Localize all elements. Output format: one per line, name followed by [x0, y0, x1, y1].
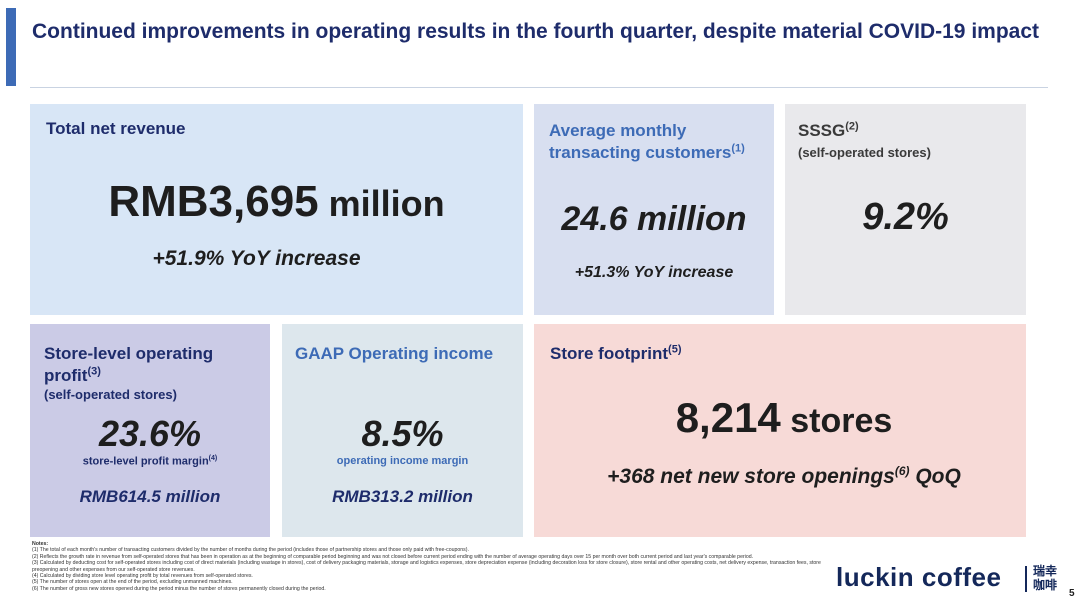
store-footprint-openings-qoq: QoQ: [909, 465, 961, 488]
footnote-4: (4) Calculated by dividing store level o…: [32, 573, 253, 580]
footnote-1: (1) The total of each month's number of …: [32, 547, 469, 554]
total-net-revenue-unit: million: [318, 183, 445, 224]
store-profit-margin-value: 23.6%: [98, 413, 202, 454]
store-footprint-openings: +368 net new store openings(6) QoQ: [534, 465, 1034, 489]
store-footprint-label-text: Store footprint: [550, 344, 669, 363]
footnote-5: (5) The number of stores open at the end…: [32, 579, 233, 586]
store-profit-label-ref: (3): [87, 365, 101, 378]
card-monthly-transacting-customers: Average monthly transacting customers(1)…: [534, 104, 774, 315]
card-store-footprint: Store footprint(5) 8,214 stores +368 net…: [534, 324, 1026, 537]
footnotes-heading: Notes:: [32, 541, 49, 547]
logo-chinese-line-2: 咖啡: [1033, 578, 1058, 592]
title-divider: [30, 87, 1048, 88]
monthly-customers-value: 24.6 million: [561, 200, 747, 238]
sssg-label-text: SSSG: [798, 121, 846, 140]
luckin-coffee-logo: luckin coffee: [836, 562, 1002, 592]
title-accent-bar: [6, 8, 16, 86]
footnote-3: (3) Calculated by deducting cost for sel…: [32, 560, 821, 573]
gaap-margin-value: 8.5%: [361, 413, 444, 454]
store-profit-caption-ref: (4): [208, 455, 218, 462]
store-profit-amount: RMB614.5 million: [79, 487, 221, 506]
monthly-customers-label-ref: (1): [731, 142, 745, 155]
logo-separator: [1025, 566, 1027, 592]
monthly-customers-label: Average monthly transacting customers(1): [549, 120, 769, 164]
card-store-level-operating-profit: Store-level operating profit(3) (self-op…: [30, 324, 270, 537]
store-profit-caption: store-level profit margin(4): [30, 455, 270, 468]
page-title: Continued improvements in operating resu…: [32, 20, 1040, 43]
footnotes: Notes: (1) The total of each month's num…: [32, 541, 832, 592]
total-net-revenue-yoy: +51.9% YoY increase: [152, 247, 361, 270]
store-footprint-value: 8,214 stores: [534, 397, 1034, 439]
total-net-revenue-amount: RMB3,695: [108, 177, 319, 226]
store-footprint-count: 8,214: [675, 394, 781, 441]
store-footprint-openings-text: +368 net new store openings: [607, 465, 895, 488]
store-profit-sub: (self-operated stores): [44, 387, 177, 402]
sssg-sub: (self-operated stores): [798, 145, 931, 160]
footnote-2: (2) Reflects the growth rate in revenue …: [32, 553, 754, 560]
logo-chinese: 瑞幸 咖啡: [1033, 564, 1063, 592]
store-profit-caption-text: store-level profit margin: [82, 455, 209, 468]
gaap-label: GAAP Operating income: [295, 344, 494, 363]
gaap-amount: RMB313.2 million: [332, 487, 473, 506]
sssg-label: SSSG(2): [798, 120, 859, 142]
store-footprint-openings-ref: (6): [894, 464, 910, 478]
monthly-customers-label-text: Average monthly transacting customers: [549, 121, 732, 162]
total-net-revenue-value: RMB3,695 million: [30, 180, 523, 224]
card-gaap-operating-income: GAAP Operating income 8.5% operating inc…: [282, 324, 523, 537]
page-number: 5: [1069, 588, 1075, 599]
store-footprint-label-ref: (5): [668, 343, 682, 356]
store-profit-label-text: Store-level operating profit: [44, 344, 214, 385]
card-total-net-revenue: Total net revenue RMB3,695 million +51.9…: [30, 104, 523, 315]
store-profit-label: Store-level operating profit(3): [44, 343, 264, 387]
total-net-revenue-label: Total net revenue: [46, 119, 186, 138]
store-footprint-unit: stores: [780, 402, 893, 440]
monthly-customers-yoy: +51.3% YoY increase: [574, 264, 734, 281]
footnote-6: (6) The number of gross new stores opene…: [32, 585, 326, 592]
sssg-value: 9.2%: [862, 196, 949, 238]
card-sssg: SSSG(2) (self-operated stores) 9.2%: [785, 104, 1026, 315]
sssg-label-ref: (2): [845, 120, 859, 133]
logo-chinese-line-1: 瑞幸: [1033, 564, 1058, 578]
gaap-caption: operating income margin: [336, 455, 469, 467]
store-footprint-label: Store footprint(5): [550, 343, 682, 365]
